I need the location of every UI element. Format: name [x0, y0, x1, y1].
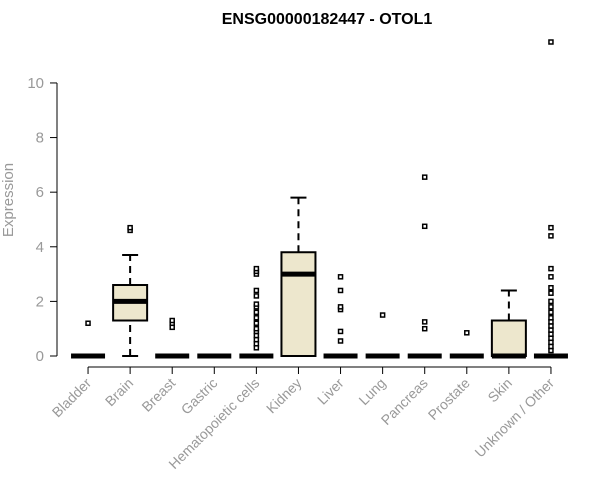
- y-tick-label: 8: [36, 130, 44, 147]
- outlier-point: [253, 315, 260, 321]
- outlier-point: [253, 309, 260, 316]
- x-tick-label: Unknown / Other: [471, 375, 557, 461]
- outlier-point: [337, 304, 344, 310]
- y-tick-label: 6: [36, 184, 44, 201]
- outlier-point: [548, 284, 554, 291]
- outlier-point: [548, 309, 554, 316]
- box-brain: [112, 224, 149, 357]
- box-lung: [365, 312, 400, 359]
- box-liver: [323, 274, 358, 359]
- outlier-point: [253, 325, 260, 332]
- outlier-point: [85, 320, 91, 326]
- outlier-point: [548, 265, 554, 272]
- outlier-point: [253, 293, 260, 299]
- outlier-point: [548, 290, 554, 296]
- outlier-point: [464, 330, 470, 336]
- x-tick-label: Lung: [355, 375, 388, 408]
- iqr-box: [490, 319, 527, 357]
- outlier-point: [421, 174, 428, 180]
- outlier-point: [337, 274, 344, 280]
- x-tick-label: Breast: [138, 375, 178, 415]
- chart-title: ENSG00000182447 - OTOL1: [222, 11, 433, 28]
- x-tick-label: Pancreas: [378, 375, 431, 428]
- outlier-point: [127, 224, 133, 231]
- outlier-point: [253, 320, 260, 326]
- x-tick-label: Kidney: [263, 375, 305, 417]
- outlier-point: [253, 265, 260, 272]
- iqr-box: [280, 251, 317, 358]
- outlier-point: [421, 223, 428, 230]
- y-tick-label: 10: [27, 75, 44, 92]
- x-tick-label: Prostate: [425, 375, 473, 423]
- outlier-point: [548, 39, 554, 45]
- outlier-point: [253, 301, 260, 307]
- x-tick-label: Skin: [484, 375, 515, 406]
- boxes-group: [71, 39, 568, 359]
- x-tick-label: Liver: [314, 375, 347, 408]
- outlier-point: [548, 274, 554, 280]
- box-pancreas: [407, 174, 442, 359]
- outlier-point: [421, 325, 428, 332]
- outlier-point: [337, 287, 344, 294]
- y-axis-label: Expression: [0, 163, 17, 237]
- box-breast: [155, 317, 190, 359]
- outlier-point: [337, 328, 344, 335]
- outlier-point: [548, 304, 554, 310]
- y-tick-label: 4: [36, 239, 44, 256]
- x-tick-label: Brain: [102, 375, 136, 409]
- box-hematopoietic-cells: [239, 265, 274, 359]
- box-bladder: [71, 320, 106, 359]
- outlier-point: [548, 224, 554, 231]
- box-skin: [490, 289, 527, 359]
- outlier-point: [169, 317, 175, 324]
- x-tick-label: Bladder: [49, 375, 95, 421]
- outlier-point: [253, 287, 260, 294]
- box-prostate: [449, 330, 484, 359]
- outlier-point: [421, 319, 428, 325]
- box-kidney: [280, 196, 317, 358]
- y-tick-label: 2: [36, 293, 44, 310]
- outlier-point: [548, 315, 554, 321]
- outlier-point: [337, 338, 344, 344]
- y-axis: 0 2 4 6 8 10: [27, 75, 58, 365]
- box-unknown-other: [533, 39, 568, 359]
- outlier-point: [548, 233, 554, 239]
- outlier-point: [548, 298, 554, 305]
- y-tick-label: 0: [36, 348, 44, 365]
- outlier-point: [379, 312, 386, 318]
